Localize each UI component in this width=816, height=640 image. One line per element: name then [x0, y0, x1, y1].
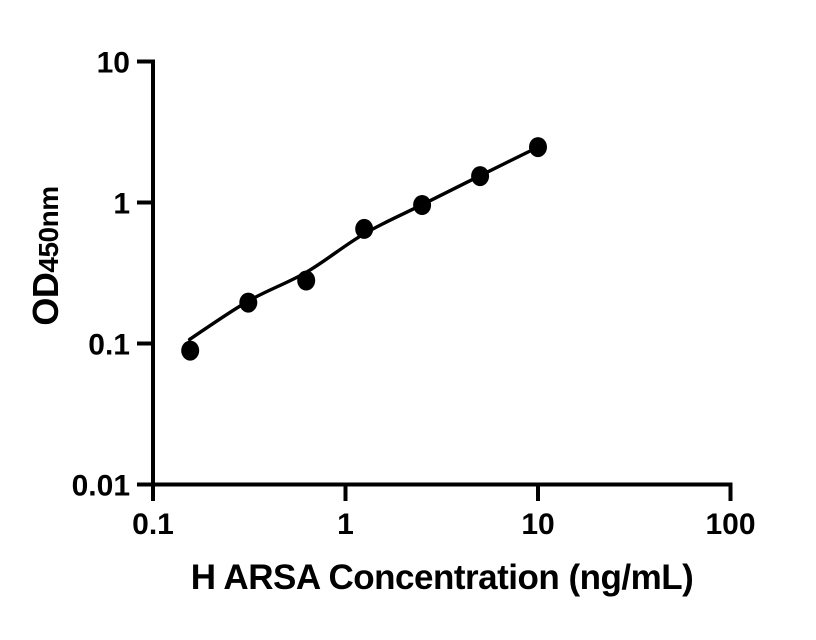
- x-tick-label: 100: [705, 508, 755, 541]
- x-axis-title-text: H ARSA Concentration (ng/mL): [190, 558, 694, 597]
- y-tick-label: 10: [97, 47, 130, 80]
- x-tick-label: 1: [337, 508, 354, 541]
- y-axis-title: OD450nm: [24, 106, 68, 406]
- y-axis-title-main: OD: [25, 272, 66, 326]
- y-tick-label: 0.01: [72, 470, 130, 503]
- y-tick-label: 0.1: [88, 329, 130, 362]
- x-tick-label: 10: [521, 508, 554, 541]
- data-point: [181, 340, 200, 361]
- x-axis-title: H ARSA Concentration (ng/mL): [153, 558, 731, 598]
- y-axis-title-sub: 450nm: [33, 186, 64, 273]
- data-point: [413, 195, 432, 215]
- data-point: [471, 166, 490, 187]
- data-point: [239, 292, 258, 313]
- y-tick-label: 1: [113, 188, 130, 221]
- x-tick-label: 0.1: [132, 508, 174, 541]
- data-point: [355, 218, 374, 239]
- data-point: [297, 270, 316, 291]
- data-point: [529, 137, 547, 158]
